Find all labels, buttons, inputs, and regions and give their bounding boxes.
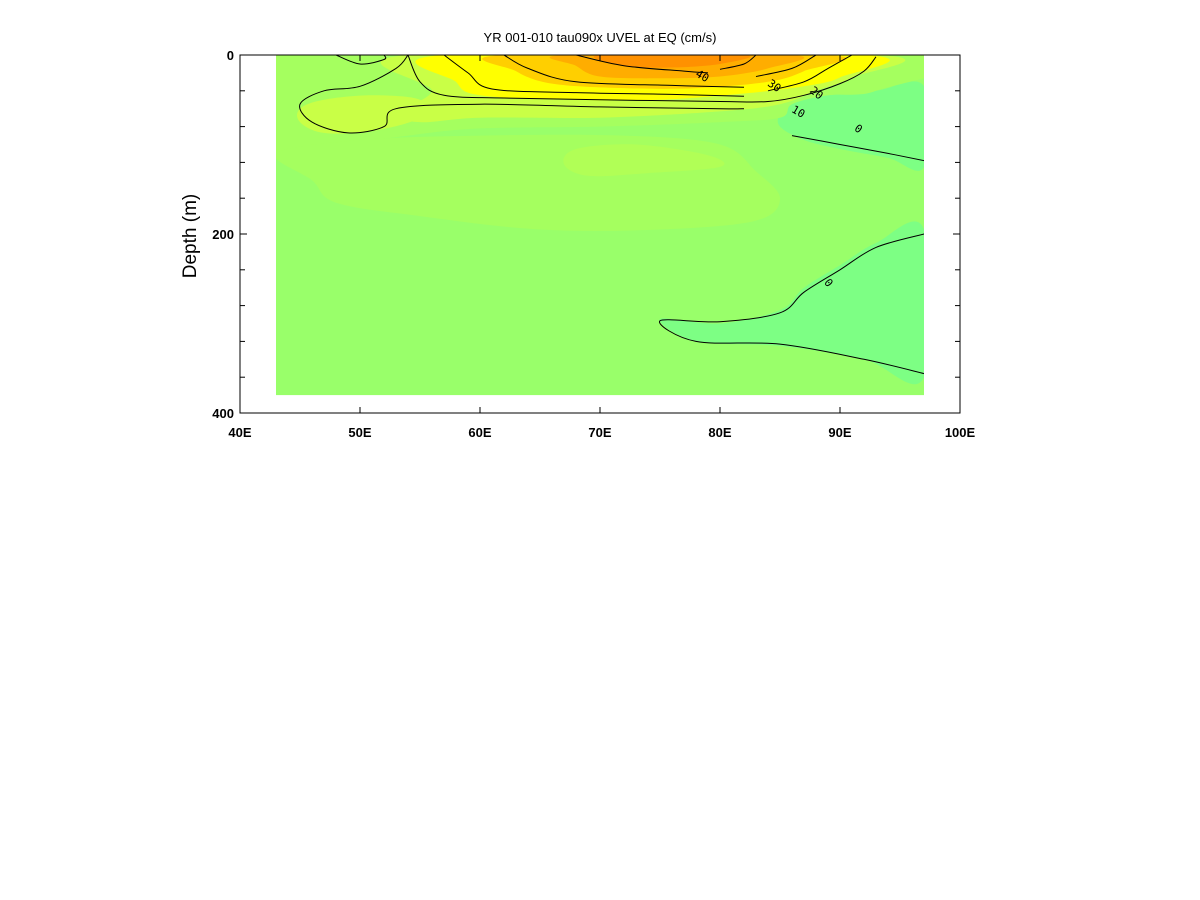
contour-line-20-6	[767, 55, 853, 92]
contour-line-10-4	[407, 55, 877, 103]
chart-title: YR 001-010 tau090x UVEL at EQ (cm/s)	[484, 30, 717, 45]
contour-label-2: 20	[807, 84, 826, 102]
x-tick-label: 60E	[468, 425, 491, 440]
y-axis-label: Depth (m)	[180, 194, 201, 278]
contour-fill-0	[777, 81, 924, 171]
x-tick-label: 50E	[348, 425, 371, 440]
x-tick-label: 40E	[228, 425, 251, 440]
contour-line-0-0	[335, 55, 387, 65]
contour-label-3: 10	[789, 103, 807, 121]
contour-line-30-8	[755, 55, 817, 77]
y-tick-label: 400	[212, 406, 234, 421]
contour-line-10-3	[299, 55, 745, 134]
contour-fill-4	[563, 144, 725, 177]
contour-line-0-2	[659, 233, 924, 375]
y-tick-label: 0	[227, 48, 234, 63]
x-tick-label: 100E	[945, 425, 976, 440]
contour-lines	[299, 55, 924, 375]
contour-line-0-1	[791, 135, 924, 162]
x-tick-label: 80E	[708, 425, 731, 440]
contour-fill-5	[297, 95, 426, 134]
contour-label-0: 40	[693, 67, 711, 85]
contour-label-1: 30	[765, 77, 783, 95]
x-tick-label: 90E	[828, 425, 851, 440]
y-tick-label: 200	[212, 227, 234, 242]
axes: 40E 50E 60E 70E 80E 90E 100E 0 200 400	[212, 48, 975, 440]
contour-line-20-5	[443, 55, 745, 97]
contour-line-40-10	[719, 55, 757, 70]
x-tick-label: 70E	[588, 425, 611, 440]
contour-line-30-7	[503, 55, 745, 88]
contour-line-40-9	[575, 55, 709, 74]
contour-fill-10	[593, 55, 751, 68]
